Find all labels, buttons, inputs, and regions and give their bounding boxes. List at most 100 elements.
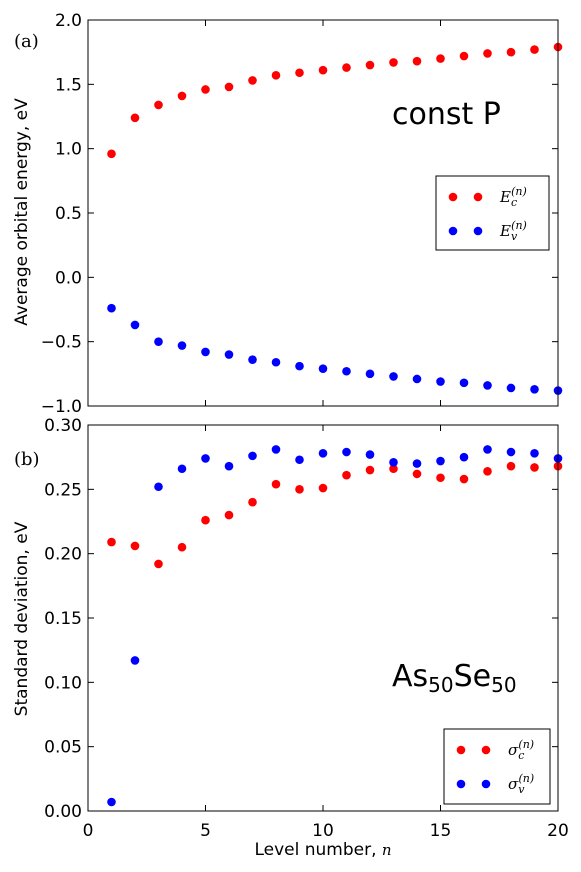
data-point-conduction [271,71,281,80]
data-point-valence [459,452,469,462]
panel-b: (b) Standard deviation, eV As50Se50 0 5 10… [12,416,569,860]
legend-label: σc(n) [508,738,534,762]
data-point-valence [154,337,163,346]
data-point-conduction [107,149,116,159]
panel-b-frame [87,424,559,812]
data-point-conduction [530,463,539,472]
panel-b-points [107,445,563,807]
data-point-valence [248,355,257,364]
data-point-valence [365,369,375,379]
legend-marker [456,779,466,789]
legend-marker [473,192,483,202]
y-tick-label: 0.10 [44,673,82,693]
panel-a-legend: Ec(n) Ev(n) [435,175,550,251]
data-point-valence [201,454,210,463]
data-point-conduction [530,45,539,54]
data-point-valence [342,447,351,457]
data-point-valence [295,361,304,371]
panel-b-ticks: 0 5 10 15 20 0.00 0.05 0.10 0.15 0.20 0.25 0.30 [44,416,569,841]
y-tick-label: −0.5 [41,333,82,353]
x-axis-label-math: n [382,841,392,859]
data-point-conduction [130,541,140,551]
panel-a-points [107,42,563,395]
x-tick-label: 10 [312,821,334,841]
data-point-valence [177,341,187,350]
data-point-conduction [506,461,516,471]
panel-a-legend-items: Ec(n) Ev(n) [448,185,527,243]
data-point-valence [201,347,210,357]
y-tick-label: 0.00 [44,802,82,822]
data-point-valence [224,350,234,359]
panel-b-legend-box [443,728,551,805]
data-point-conduction [506,47,516,57]
x-tick-label: 5 [200,821,211,841]
panel-a-frame [87,19,559,407]
y-tick-label: 0.05 [44,738,82,758]
data-point-conduction [342,63,351,72]
data-point-conduction [483,49,492,58]
y-tick-label: 0.5 [55,204,82,224]
panel-b-legend: σc(n) σv(n) [443,728,551,805]
legend-marker [456,745,466,755]
y-tick-label: 0.0 [55,268,82,288]
legend-marker [473,226,483,236]
legend-marker [481,779,491,789]
data-point-conduction [412,469,422,479]
x-axis-label: Level number, n [254,840,391,860]
data-point-valence [436,377,445,386]
panel-b-label: (b) [14,449,40,470]
panel-a-legend-box [435,175,550,251]
data-point-valence [389,372,398,381]
data-point-conduction [177,91,187,101]
data-point-conduction [224,82,234,92]
data-point-conduction [201,85,210,94]
legend-label: σv(n) [508,772,534,796]
data-point-valence [483,381,492,390]
annotation-as: As [392,659,428,694]
data-point-valence [130,320,140,330]
legend-marker [448,226,458,236]
data-point-conduction [295,68,304,78]
data-point-conduction [248,76,257,85]
data-point-valence [459,378,469,388]
data-point-conduction [154,100,163,110]
data-point-valence [107,797,116,807]
data-point-conduction [412,56,422,66]
data-point-valence [389,458,398,467]
x-tick-label: 15 [430,821,452,841]
panel-a-y-axis-label: Average orbital energy, eV [12,98,32,326]
data-point-conduction [295,485,304,494]
x-axis-label-text: Level number, [254,840,381,860]
data-point-valence [412,459,422,468]
data-point-valence [130,656,140,665]
x-tick-label: 20 [547,821,569,841]
y-tick-label: 0.30 [44,416,82,436]
y-tick-label: −1.0 [41,397,82,417]
data-point-valence [436,456,445,466]
data-point-valence [177,464,187,474]
data-point-conduction [436,54,445,63]
data-point-conduction [154,559,163,569]
data-point-valence [271,445,281,454]
data-point-valence [506,447,516,457]
data-point-valence [224,461,234,471]
y-tick-label: 1.0 [55,140,82,160]
data-point-valence [271,357,281,367]
data-point-valence [483,445,492,454]
data-point-conduction [318,483,328,493]
annotation-as-subscript: 50 [428,673,453,697]
data-point-valence [295,455,304,465]
panel-a-ticks: −1.0 −0.5 0.0 0.5 1.0 1.5 2.0 [41,11,559,417]
annotation-se-subscript: 50 [491,673,516,697]
data-point-conduction [107,537,116,547]
data-point-conduction [389,464,398,474]
y-tick-label: 2.0 [55,11,82,31]
panel-b-annotation: As50Se50 [392,659,517,697]
data-point-valence [530,449,539,458]
data-point-valence [318,449,328,458]
data-point-conduction [271,479,281,489]
data-point-conduction [436,473,445,483]
data-point-valence [248,451,257,461]
legend-marker [481,745,491,755]
